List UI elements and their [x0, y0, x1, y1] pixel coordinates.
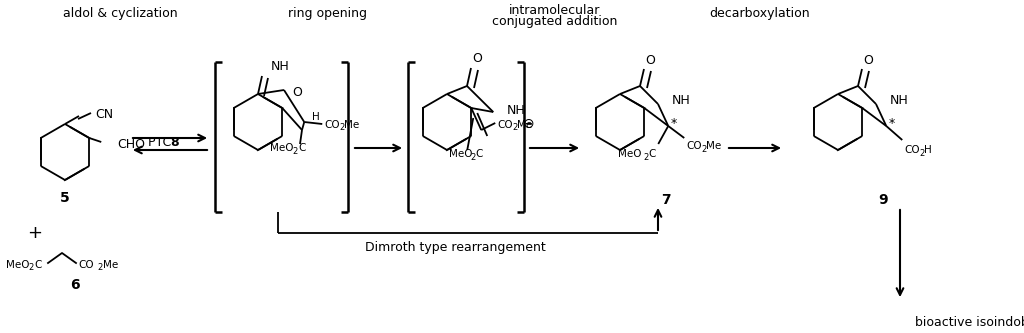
- Text: NH: NH: [271, 61, 290, 74]
- Text: CO: CO: [498, 120, 513, 130]
- Text: H: H: [925, 145, 932, 155]
- Text: conjugated addition: conjugated addition: [493, 16, 617, 29]
- Text: C: C: [648, 149, 655, 159]
- Text: CO: CO: [686, 141, 701, 151]
- Text: 2: 2: [470, 153, 475, 162]
- Text: 6: 6: [71, 278, 80, 292]
- Text: 2: 2: [292, 147, 297, 156]
- Text: C: C: [298, 143, 305, 153]
- Text: 2: 2: [97, 263, 102, 272]
- Text: ring opening: ring opening: [289, 7, 368, 20]
- Text: aldol & cyclization: aldol & cyclization: [62, 7, 177, 20]
- Text: MeO: MeO: [450, 149, 473, 159]
- Text: Me: Me: [103, 260, 118, 270]
- Text: NH: NH: [672, 95, 691, 108]
- Text: Me: Me: [517, 120, 532, 130]
- Text: ⊖: ⊖: [522, 117, 535, 131]
- Text: NH: NH: [507, 104, 526, 117]
- Text: +: +: [28, 224, 43, 242]
- Text: CHO: CHO: [118, 138, 145, 151]
- Text: decarboxylation: decarboxylation: [710, 7, 810, 20]
- Text: MeO: MeO: [270, 143, 294, 153]
- Text: PTC: PTC: [148, 137, 175, 150]
- Text: 9: 9: [879, 193, 888, 207]
- Text: H: H: [312, 112, 319, 122]
- Text: bioactive isoindobolinones: bioactive isoindobolinones: [915, 316, 1024, 329]
- Text: O: O: [472, 53, 482, 66]
- Text: O: O: [863, 54, 872, 67]
- Text: 8: 8: [170, 137, 178, 150]
- Text: 2: 2: [339, 123, 344, 132]
- Text: CN: CN: [95, 108, 113, 121]
- Text: 2: 2: [28, 263, 33, 272]
- Text: 2: 2: [701, 145, 707, 154]
- Text: C: C: [34, 260, 41, 270]
- Text: 2: 2: [920, 149, 925, 158]
- Text: Dimroth type rearrangement: Dimroth type rearrangement: [365, 241, 546, 254]
- Text: *: *: [671, 118, 677, 131]
- Text: CO: CO: [78, 260, 93, 270]
- Text: *: *: [889, 118, 895, 131]
- Text: Me: Me: [344, 120, 359, 130]
- Text: 5: 5: [60, 191, 70, 205]
- Text: 2: 2: [512, 124, 517, 133]
- Text: 7: 7: [662, 193, 671, 207]
- Text: MeO: MeO: [6, 260, 30, 270]
- Text: Me: Me: [707, 141, 722, 151]
- Text: CO: CO: [325, 120, 340, 130]
- Text: O: O: [645, 54, 655, 67]
- Text: CO: CO: [904, 145, 920, 155]
- Text: O: O: [292, 86, 302, 99]
- Text: MeO: MeO: [618, 149, 642, 159]
- Text: 2: 2: [643, 153, 648, 162]
- Text: intramolecular: intramolecular: [509, 5, 601, 18]
- Text: NH: NH: [890, 95, 908, 108]
- Text: C: C: [475, 149, 482, 159]
